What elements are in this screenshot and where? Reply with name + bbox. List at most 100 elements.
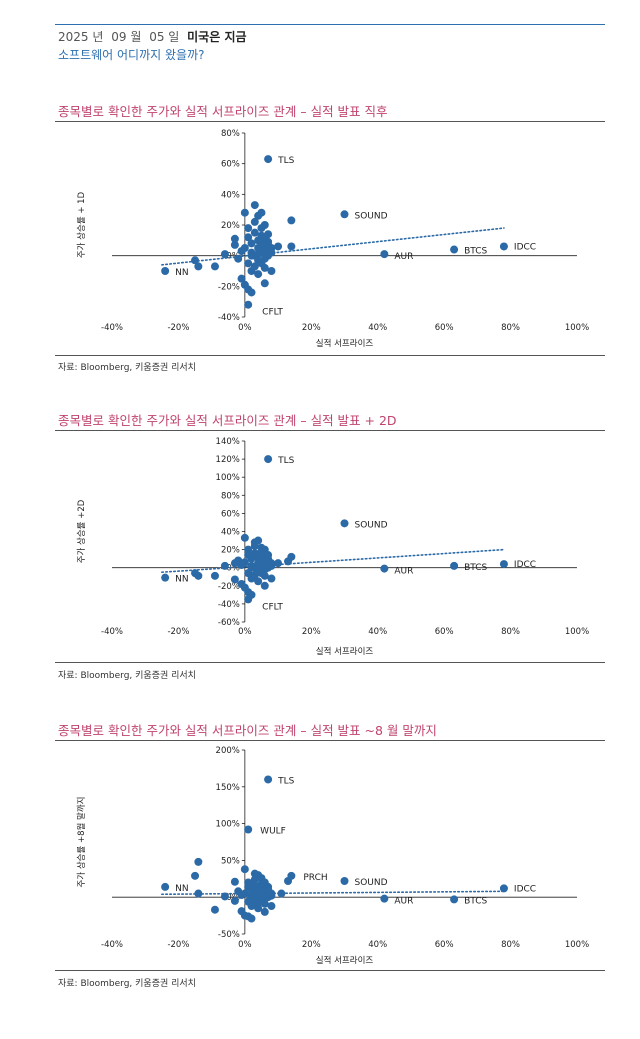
x-tick-label: 60% (435, 627, 454, 637)
point-label-nn: NN (175, 884, 188, 894)
data-point (267, 561, 276, 570)
x-tick-label: 80% (501, 627, 520, 637)
header-report-name: 미국은 지금 (187, 30, 247, 44)
data-point (254, 892, 263, 901)
x-tick-label: 20% (302, 323, 321, 333)
y-tick-label: 80% (221, 491, 240, 501)
point-label-prch: PRCH (303, 873, 327, 883)
x-tick-label: 0% (238, 627, 252, 637)
point-label-cflt: CFLT (262, 308, 283, 318)
chart-3-bottom-rule (55, 970, 605, 971)
point-label-tls: TLS (277, 156, 295, 166)
y-tick-label: -20% (218, 282, 240, 292)
y-tick-label: 200% (216, 746, 240, 756)
data-point (254, 250, 263, 259)
chart-3-top-rule (55, 740, 605, 741)
y-tick-label: -40% (218, 313, 240, 323)
y-tick-label: 120% (216, 455, 240, 465)
data-point (240, 865, 249, 874)
data-point (210, 262, 219, 271)
trendline (161, 890, 505, 896)
y-tick-label: 60% (221, 509, 240, 519)
y-axis-title: 주가 상승률 + 1D (76, 191, 87, 258)
trendline (161, 548, 505, 574)
data-point (244, 233, 253, 242)
data-point (267, 902, 276, 911)
chart-1-source: 자료: Bloomberg, 키움증권 리서치 (58, 363, 196, 373)
data-point (244, 259, 253, 268)
data-point (244, 545, 253, 554)
y-tick-label: -40% (218, 600, 240, 610)
data-point-sound (340, 210, 349, 219)
data-point (247, 251, 256, 260)
data-point (240, 244, 249, 252)
point-label-aur: AUR (394, 567, 413, 577)
data-point (230, 234, 239, 243)
data-point-tls (264, 775, 273, 784)
data-point (210, 571, 219, 580)
data-point-nn (161, 573, 170, 582)
data-point (267, 267, 276, 275)
point-label-idcc: IDCC (514, 884, 536, 894)
point-label-btcs: BTCS (464, 896, 487, 906)
data-point (254, 562, 263, 571)
data-point (250, 217, 259, 226)
data-point-btcs (450, 245, 459, 254)
data-point-wulf (244, 825, 253, 834)
chart-2-top-rule (55, 430, 605, 431)
point-label-nn: NN (175, 575, 188, 585)
data-point (267, 248, 276, 257)
x-axis-title: 실적 서프라이즈 (316, 955, 374, 966)
point-label-aur: AUR (394, 897, 413, 907)
data-point (230, 575, 239, 584)
data-point (277, 889, 286, 898)
point-label-sound: SOUND (355, 520, 388, 530)
data-point-btcs (450, 561, 459, 570)
report-header: 2025 년 09 월 05 일 미국은 지금 (58, 28, 247, 45)
data-point-idcc (499, 242, 508, 251)
x-tick-label: -20% (167, 627, 189, 637)
x-tick-label: 80% (501, 323, 520, 333)
data-point (264, 230, 273, 239)
data-point (240, 558, 249, 567)
data-point-idcc (499, 560, 508, 569)
point-label-cflt: CFLT (262, 602, 283, 612)
point-label-btcs: BTCS (464, 247, 487, 257)
data-point (194, 857, 203, 866)
data-point-aur (380, 564, 389, 573)
data-point (274, 242, 283, 251)
y-axis-title: 주가 상승률 +2D (76, 499, 87, 563)
data-point (247, 288, 256, 297)
x-tick-label: 80% (501, 940, 520, 950)
point-label-aur: AUR (394, 252, 413, 262)
x-tick-label: -40% (101, 940, 123, 950)
point-label-idcc: IDCC (514, 242, 536, 252)
header-year: 2025 년 (58, 30, 104, 44)
data-point (247, 893, 256, 902)
data-point (254, 270, 263, 279)
data-point (240, 533, 249, 542)
data-point-cflt (244, 595, 253, 604)
data-point-cflt (244, 300, 253, 309)
point-label-tls: TLS (277, 776, 295, 786)
data-point-nn (161, 882, 170, 891)
x-tick-label: 0% (238, 323, 252, 333)
x-tick-label: 40% (368, 627, 387, 637)
data-point (240, 208, 249, 217)
data-point (260, 221, 269, 229)
data-point (247, 239, 256, 248)
data-point-aur (380, 894, 389, 903)
data-point (254, 536, 263, 545)
data-point-aur (380, 250, 389, 259)
y-axis-title: 주가 상승률 +8월 말까지 (76, 796, 87, 887)
data-point (260, 899, 269, 908)
header-day: 05 일 (149, 30, 180, 44)
x-axis-title: 실적 서프라이즈 (316, 646, 374, 657)
data-point (287, 242, 296, 251)
x-tick-label: 40% (368, 323, 387, 333)
chart-2-title: 종목별로 확인한 주가와 실적 서프라이즈 관계 – 실적 발표 + 2D (58, 413, 397, 428)
data-point-sound (340, 519, 349, 528)
data-point (260, 907, 269, 916)
point-label-nn: NN (175, 268, 188, 278)
